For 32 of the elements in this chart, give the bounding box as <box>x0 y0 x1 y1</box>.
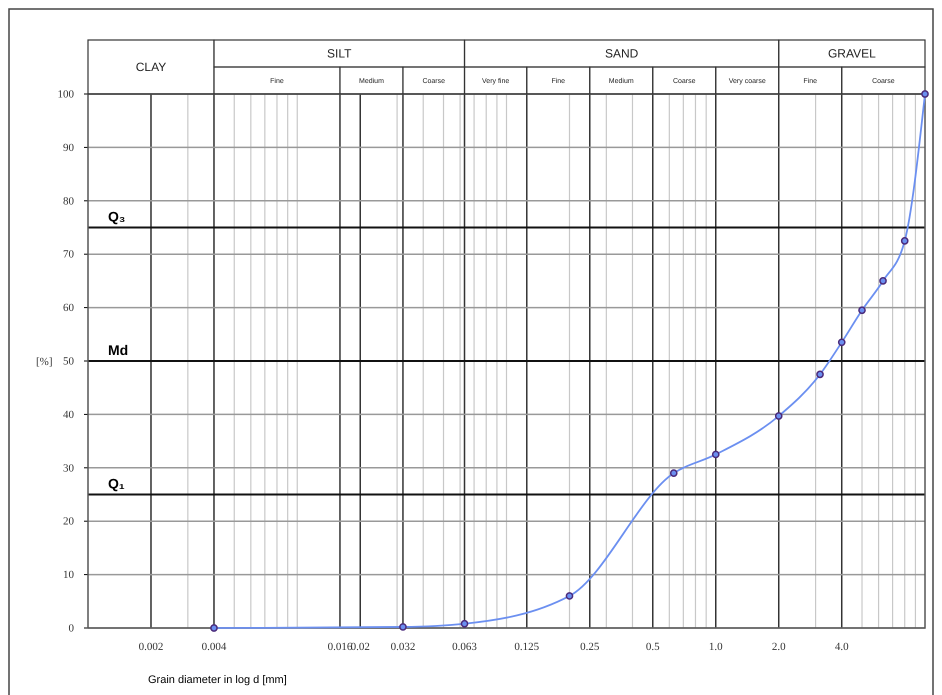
x-tick-label: 0.002 <box>138 640 164 653</box>
x-tick-label: 0.02 <box>350 640 370 653</box>
y-tick-label: 10 <box>63 569 74 582</box>
x-tick-label: 0.004 <box>202 640 227 653</box>
ref-line-label: Q₁ <box>108 476 125 492</box>
y-tick-label: 70 <box>63 248 74 261</box>
y-tick-label: 20 <box>63 516 74 528</box>
y-tick-label: 0 <box>68 622 74 635</box>
text: GRAVEL <box>828 46 876 61</box>
x-tick-label: 4.0 <box>834 640 850 653</box>
x-tick-label: 0.032 <box>390 640 416 653</box>
x-tick-label: 1.0 <box>708 640 724 653</box>
y-tick-label: 40 <box>63 408 74 421</box>
text: SAND <box>604 46 639 61</box>
y-axis-title: [%] <box>36 356 52 368</box>
y-tick-label: 80 <box>63 195 74 208</box>
y-tick-label: 50 <box>63 356 74 368</box>
y-tick-label: 90 <box>63 142 74 154</box>
y-tick-label: 100 <box>58 88 74 101</box>
x-tick-label: 0.125 <box>514 640 540 653</box>
ref-line-label: Q₃ <box>108 208 126 224</box>
text: SILT <box>327 46 352 61</box>
x-tick-label: 0.5 <box>646 640 660 653</box>
x-axis-title: Grain diameter in log d [mm] <box>148 674 287 686</box>
x-tick-label: 0.063 <box>452 640 478 653</box>
ref-line-label: Md <box>108 342 128 358</box>
x-tick-label: 2.0 <box>772 640 786 653</box>
y-tick-label: 60 <box>63 302 74 314</box>
y-tick-label: 30 <box>63 462 74 474</box>
x-tick-label: 0.25 <box>580 640 600 653</box>
x-tick-label: 0.016 <box>328 640 353 653</box>
text: CLAY <box>136 60 166 74</box>
